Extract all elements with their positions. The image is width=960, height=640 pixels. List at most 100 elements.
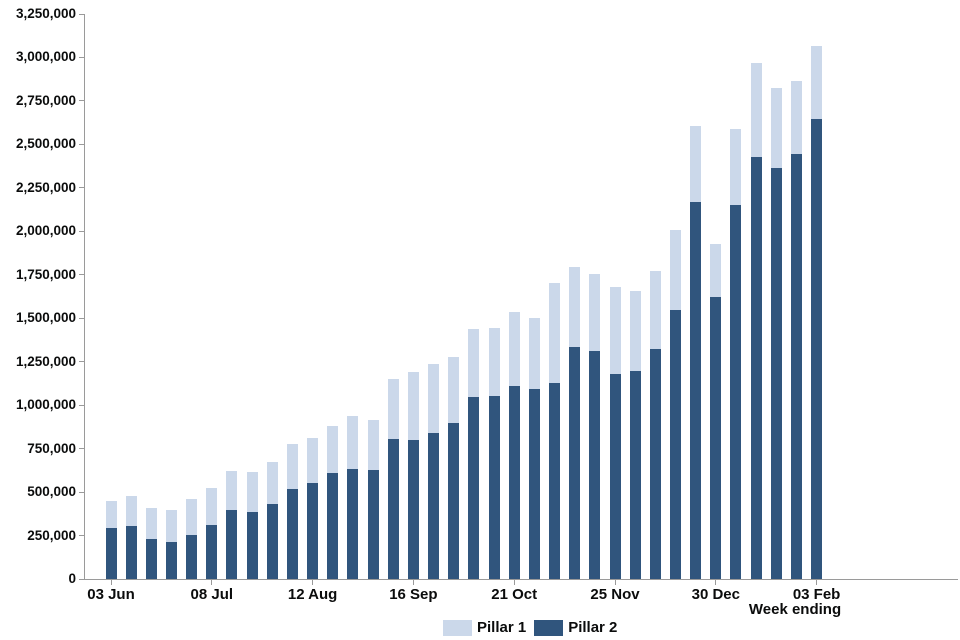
bar-pillar1-segment: [367, 419, 379, 470]
legend-swatch-pillar-1-icon: [443, 619, 472, 636]
bar-pillar2-segment: [186, 535, 198, 579]
y-tick-label: 2,250,000: [15, 179, 76, 195]
bar-pillar1-segment: [770, 88, 782, 168]
y-tick-label: 500,000: [27, 484, 76, 500]
bar-pillar1-segment: [145, 508, 157, 540]
bar-pillar2-segment: [589, 350, 601, 579]
bar-pillar1-segment: [125, 495, 137, 526]
bar-pillar2-segment: [669, 309, 681, 579]
y-tick: [79, 361, 84, 363]
y-tick-label: 2,000,000: [15, 223, 76, 239]
bar-pillar2-segment: [690, 202, 702, 579]
x-tick-label: 16 Sep: [389, 586, 438, 603]
x-tick: [412, 580, 414, 585]
bar-pillar2-segment: [286, 489, 298, 579]
x-tick-label: 30 Dec: [691, 586, 740, 603]
bar-pillar2-segment: [811, 119, 823, 579]
bar-pillar1-segment: [488, 327, 500, 396]
bar-pillar2-segment: [206, 524, 218, 579]
bar-pillar1-segment: [508, 311, 520, 387]
bar-pillar1-segment: [589, 273, 601, 351]
y-tick-label: 250,000: [27, 527, 76, 543]
bar-pillar2-segment: [790, 153, 802, 579]
bar-pillar1-segment: [549, 283, 561, 384]
bar-pillar1-segment: [609, 286, 621, 375]
bar-pillar1-segment: [226, 470, 238, 510]
y-tick: [79, 13, 84, 15]
y-tick: [79, 143, 84, 145]
bar-pillar2-segment: [629, 371, 641, 579]
x-tick: [816, 580, 818, 585]
bar-pillar1-segment: [165, 510, 177, 542]
y-tick: [79, 187, 84, 189]
bar-pillar2-segment: [145, 539, 157, 579]
bar-pillar2-segment: [165, 541, 177, 579]
x-tick-label: 03 Jun: [87, 586, 135, 603]
y-tick-label: 1,000,000: [15, 397, 76, 413]
bar-pillar2-segment: [407, 439, 419, 579]
y-tick: [79, 404, 84, 406]
bar-pillar2-segment: [750, 157, 762, 579]
legend: Pillar 1 Pillar 2: [443, 619, 625, 636]
bar-pillar1-segment: [569, 266, 581, 348]
bar-pillar2-segment: [448, 423, 460, 579]
bar-pillar2-segment: [347, 469, 359, 579]
x-tick: [614, 580, 616, 585]
bar-pillar2-segment: [226, 509, 238, 579]
x-tick: [312, 580, 314, 585]
bar-pillar1-segment: [186, 499, 198, 535]
bar-pillar2-segment: [609, 374, 621, 579]
x-axis-title: Week ending: [748, 601, 842, 618]
bar-pillar1-segment: [327, 426, 339, 473]
y-tick: [79, 230, 84, 232]
bar-pillar1-segment: [629, 290, 641, 372]
bar-pillar1-segment: [347, 416, 359, 470]
bar-pillar1-segment: [710, 244, 722, 297]
bar-pillar1-segment: [448, 356, 460, 424]
x-tick: [211, 580, 213, 585]
bar-pillar1-segment: [266, 461, 278, 505]
y-tick: [79, 535, 84, 537]
x-tick: [715, 580, 717, 585]
bar-pillar1-segment: [468, 329, 480, 397]
y-tick: [79, 100, 84, 102]
bar-pillar2-segment: [710, 296, 722, 579]
bar-pillar1-segment: [730, 129, 742, 206]
x-tick-label: 03 Feb: [792, 586, 841, 603]
bar-pillar2-segment: [105, 528, 117, 579]
x-tick: [513, 580, 515, 585]
y-tick-label: 3,000,000: [15, 49, 76, 65]
bar-pillar1-segment: [307, 438, 319, 484]
bar-pillar2-segment: [246, 512, 258, 579]
legend-item-pillar-2: Pillar 2: [534, 619, 625, 636]
legend-swatch-pillar-2-icon: [534, 619, 564, 636]
x-tick: [110, 580, 112, 585]
y-tick-label: 2,500,000: [15, 136, 76, 152]
bar-pillar1-segment: [206, 488, 218, 525]
bar-pillar1-segment: [790, 80, 802, 154]
x-tick-label: 25 Nov: [590, 586, 640, 603]
x-tick-label: 08 Jul: [190, 586, 234, 603]
y-tick: [79, 317, 84, 319]
bar-pillar2-segment: [770, 167, 782, 579]
y-tick-label: 2,750,000: [15, 92, 76, 108]
x-tick-label: 12 Aug: [287, 586, 338, 603]
bar-pillar2-segment: [528, 389, 540, 579]
bar-pillar1-segment: [428, 363, 440, 434]
bar-pillar1-segment: [407, 371, 419, 440]
x-axis: [84, 579, 958, 580]
bar-pillar1-segment: [750, 63, 762, 158]
bar-pillar2-segment: [508, 386, 520, 579]
bar-pillar2-segment: [367, 469, 379, 579]
y-tick-label: 1,750,000: [15, 266, 76, 282]
y-tick: [79, 578, 84, 580]
legend-item-pillar-1: Pillar 1: [443, 619, 534, 636]
y-tick-label: 3,250,000: [15, 6, 76, 21]
bar-pillar1-segment: [105, 500, 117, 529]
bar-pillar1-segment: [690, 125, 702, 203]
bar-pillar2-segment: [569, 347, 581, 579]
bar-pillar1-segment: [286, 444, 298, 490]
bar-pillar2-segment: [649, 349, 661, 579]
y-tick-label: 0: [68, 571, 76, 586]
